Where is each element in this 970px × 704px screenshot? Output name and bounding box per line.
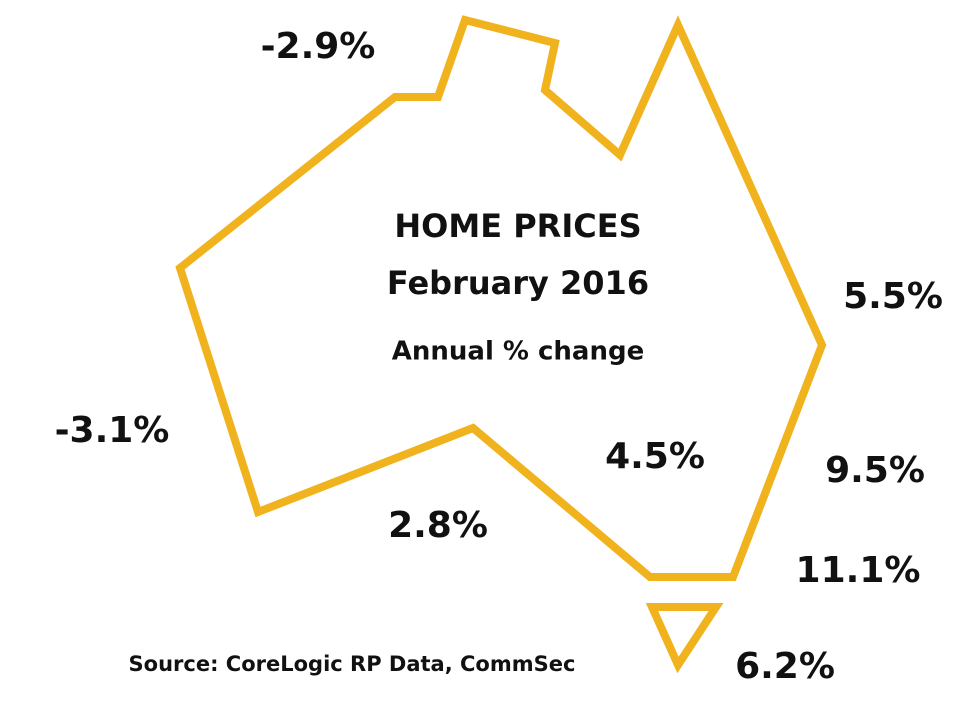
region-value: 6.2% [735, 646, 835, 687]
region-value: -2.9% [261, 26, 376, 67]
date: February 2016 [387, 264, 649, 302]
region-value: 2.8% [388, 505, 488, 546]
title: HOME PRICES [394, 207, 641, 245]
source: Source: CoreLogic RP Data, CommSec [129, 652, 576, 676]
region-value: -3.1% [55, 410, 170, 451]
subtitle: Annual % change [392, 337, 644, 367]
tasmania-outline [645, 603, 724, 674]
region-value: 11.1% [796, 550, 921, 591]
region-value: 9.5% [825, 450, 925, 491]
region-value: 4.5% [605, 436, 705, 477]
region-value: 5.5% [843, 276, 943, 317]
mainland-outline [175, 15, 827, 581]
